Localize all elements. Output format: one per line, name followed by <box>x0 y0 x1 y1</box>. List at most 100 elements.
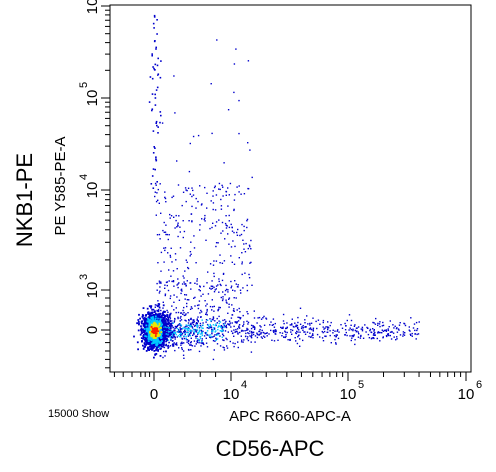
event-dot <box>185 324 187 326</box>
event-dot <box>171 325 173 327</box>
event-dot <box>352 329 354 332</box>
event-dot <box>158 306 161 309</box>
event-dot <box>352 328 354 330</box>
event-dot <box>413 323 416 325</box>
event-dot <box>291 318 293 320</box>
event-dot <box>304 333 307 335</box>
event-dot <box>225 326 228 329</box>
event-dot <box>147 348 149 351</box>
event-dot <box>157 300 159 302</box>
event-dot <box>219 306 221 309</box>
event-dot <box>159 341 162 343</box>
event-dot <box>159 238 161 240</box>
event-dot <box>187 266 189 269</box>
event-dot <box>296 324 299 327</box>
event-dot <box>196 326 199 329</box>
event-dot <box>230 280 232 283</box>
event-dot <box>190 253 192 255</box>
event-dot <box>137 348 139 351</box>
event-dot <box>170 329 172 331</box>
event-dot <box>150 333 153 336</box>
event-dot <box>341 327 344 329</box>
event-dot <box>361 326 364 329</box>
event-dot <box>187 327 190 329</box>
event-dot <box>148 305 151 308</box>
event-dot <box>258 330 260 333</box>
event-dot <box>201 319 203 321</box>
event-dot <box>150 335 153 338</box>
y-axis-ticks: 0103104105106 <box>78 0 111 372</box>
event-dot <box>152 308 155 311</box>
event-dot <box>219 188 221 191</box>
event-dot <box>166 325 168 328</box>
event-dot <box>381 329 383 331</box>
event-dot <box>228 226 231 229</box>
event-dot <box>376 337 378 340</box>
event-dot <box>294 322 296 324</box>
event-dots <box>133 14 420 361</box>
event-dot <box>143 342 146 344</box>
event-dot <box>209 336 211 338</box>
event-dot <box>399 322 401 324</box>
event-dot <box>155 89 158 91</box>
event-dot <box>335 335 337 338</box>
event-dot <box>207 293 210 295</box>
event-dot <box>196 319 198 321</box>
event-dot <box>154 317 157 320</box>
event-dot <box>251 330 253 333</box>
event-dot <box>344 329 347 331</box>
event-dot <box>176 336 178 338</box>
event-dot <box>182 220 184 222</box>
event-dot <box>180 289 182 291</box>
event-dot <box>285 333 287 336</box>
event-dot <box>156 181 158 183</box>
event-dot <box>158 324 161 327</box>
event-dot <box>224 322 226 324</box>
event-dot <box>180 312 183 314</box>
event-dot <box>231 322 233 324</box>
event-dot <box>387 329 390 332</box>
event-dot <box>243 229 245 232</box>
event-dot <box>336 334 338 336</box>
event-dot <box>382 321 384 324</box>
event-dot <box>354 324 356 326</box>
event-dot <box>231 230 234 232</box>
event-dot <box>173 75 175 77</box>
event-dot <box>252 333 255 336</box>
event-dot <box>150 344 152 347</box>
event-dot <box>243 193 246 195</box>
event-dot <box>183 314 186 317</box>
event-dot <box>408 326 410 328</box>
event-dot <box>162 343 164 346</box>
event-dot <box>168 327 170 329</box>
event-dot <box>222 186 224 188</box>
event-dot <box>154 310 156 313</box>
event-dot <box>222 296 224 298</box>
event-dot <box>160 212 162 214</box>
event-dot <box>344 322 346 325</box>
event-dot <box>416 329 418 332</box>
event-dot <box>251 332 254 334</box>
event-dot <box>173 333 175 336</box>
event-dot <box>398 329 400 331</box>
event-dot <box>189 318 192 320</box>
event-dot <box>217 334 219 336</box>
event-dot <box>223 323 225 326</box>
event-dot <box>329 334 331 337</box>
event-dot <box>167 344 169 347</box>
event-dot <box>155 341 158 343</box>
event-dot <box>335 343 337 345</box>
event-dot <box>322 321 324 324</box>
event-dot <box>234 193 236 196</box>
event-dot <box>186 280 188 282</box>
event-dot <box>170 336 173 339</box>
event-dot <box>183 311 185 314</box>
event-dot <box>212 222 214 224</box>
event-dot <box>197 338 199 340</box>
event-dot <box>151 345 154 347</box>
event-dot <box>150 328 153 330</box>
event-dot <box>191 345 194 347</box>
event-dot <box>286 322 288 324</box>
event-dot <box>213 310 215 312</box>
event-dot <box>209 336 212 339</box>
